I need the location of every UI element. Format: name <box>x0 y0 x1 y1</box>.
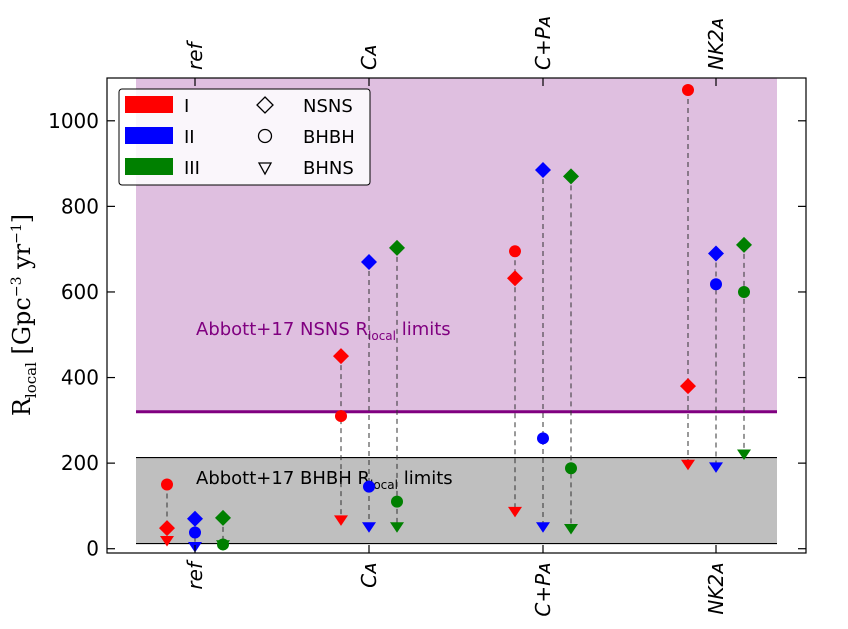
legend-label-nsns: NSNS <box>303 96 353 117</box>
band-fill <box>136 457 777 544</box>
marker-bhns-ii-nk2a <box>709 462 723 473</box>
marker-nsns-iii-ca <box>389 239 405 256</box>
x-tick-label-top: C+Pᴀ <box>531 15 555 70</box>
plot-frame <box>106 77 807 554</box>
y-tick-label: 400 <box>61 366 99 390</box>
x-tick-label-top: NK2ᴀ <box>704 17 728 70</box>
y-tick-label: 800 <box>61 194 99 218</box>
marker-nsns-i-ref <box>159 520 175 537</box>
marker-bhbh-i-ref <box>161 478 173 491</box>
marker-bhns-iii-cpa <box>564 523 578 535</box>
marker-nsns-i-ca <box>333 348 349 365</box>
legend-label-bhbh: BHBH <box>303 127 355 148</box>
marker-bhbh-i-cpa <box>509 245 521 258</box>
x-tick-label-bottom: C+Pᴀ <box>531 562 555 617</box>
marker-bhbh-ii-ref <box>189 526 201 539</box>
marker-bhbh-i-nk2a <box>682 83 694 96</box>
marker-bhbh-iii-cpa <box>565 462 577 475</box>
limit-bands: Abbott+17 NSNS Rlocal limits Abbott+17 BH… <box>136 78 777 545</box>
marker-bhns-iii-ref <box>216 540 230 551</box>
marker-bhbh-ii-cpa <box>537 432 549 445</box>
marker-bhbh-iii-ca <box>391 495 403 508</box>
legend-swatch-iii <box>125 158 173 175</box>
marker-nsns-ii-ca <box>361 254 377 271</box>
marker-bhns-i-ca <box>334 515 348 526</box>
marker-nsns-ii-nk2a <box>708 245 724 262</box>
marker-bhns-i-cpa <box>508 506 522 518</box>
marker-bhbh-i-ca <box>335 410 347 423</box>
x-tick-label-bottom: Cᴀ <box>357 562 381 588</box>
marker-nsns-iii-cpa <box>563 168 579 185</box>
marker-nsns-ii-ref <box>187 510 203 527</box>
x-tick-label-bottom: NK2ᴀ <box>704 562 728 615</box>
marker-nsns-i-nk2a <box>680 378 696 395</box>
marker-bhns-ii-cpa <box>536 522 550 533</box>
y-tick-label: 200 <box>61 451 99 475</box>
legend-label-bhns: BHNS <box>303 158 354 179</box>
marker-bhbh-ii-ca <box>363 480 375 493</box>
legend-marker-bhbh <box>257 128 273 144</box>
y-tick-label: 1000 <box>48 109 99 133</box>
marker-bhns-i-ref <box>160 535 174 547</box>
x-tick-label-bottom: ref <box>183 559 207 590</box>
marker-nsns-iii-nk2a <box>736 236 752 253</box>
legend-marker-nsns <box>256 96 274 114</box>
marker-nsns-i-cpa <box>507 270 523 287</box>
marker-bhns-ii-ca <box>362 522 376 533</box>
marker-nsns-iii-ref <box>215 509 231 526</box>
y-axis-label: Rlocal [Gpc−3 yr−1] <box>8 214 40 416</box>
legend-label-ii: II <box>184 127 195 148</box>
marker-bhns-i-nk2a <box>681 459 695 471</box>
y-tick-label: 0 <box>86 537 99 561</box>
y-tick-label: 600 <box>61 280 99 304</box>
legend-marker-bhns <box>257 162 273 176</box>
band-label: Abbott+17 BHBH Rlocal limits <box>196 468 453 492</box>
legend-swatch-ii <box>125 127 173 144</box>
marker-bhbh-iii-nk2a <box>738 285 750 298</box>
marker-bhbh-ii-nk2a <box>710 278 722 291</box>
data-markers <box>159 83 752 553</box>
marker-bhns-iii-nk2a <box>737 449 751 461</box>
legend-swatch-i <box>125 96 173 113</box>
legend-box <box>118 88 371 186</box>
marker-bhns-iii-ca <box>390 522 404 533</box>
legend-label-iii: III <box>184 158 200 179</box>
x-tick-label-top: Cᴀ <box>357 44 381 70</box>
axes: 0 200 400 600 800 1000 ref ref Cᴀ Cᴀ C+Pᴀ C+Pᴀ NK2ᴀ N… <box>8 15 807 617</box>
marker-nsns-ii-cpa <box>535 162 551 179</box>
legend-label-i: I <box>184 96 189 117</box>
band-label: Abbott+17 NSNS Rlocal limits <box>196 319 451 343</box>
x-tick-label-top: ref <box>183 39 207 70</box>
